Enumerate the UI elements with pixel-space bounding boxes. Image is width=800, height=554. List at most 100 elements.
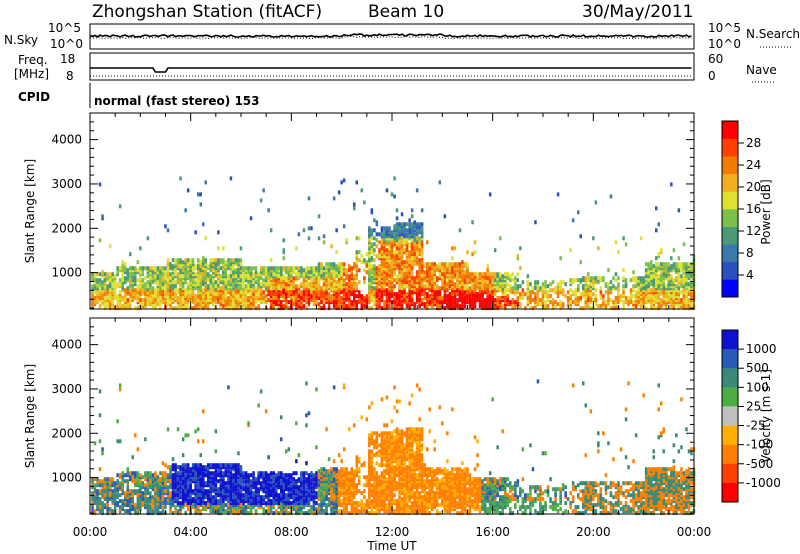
data-cell [622, 306, 625, 311]
data-cell [642, 276, 645, 281]
data-cell [305, 266, 308, 271]
data-cell [682, 274, 686, 279]
data-cell [144, 477, 147, 482]
data-cell [229, 471, 233, 476]
data-cell [342, 262, 346, 267]
data-cell [224, 260, 228, 265]
data-cell [413, 276, 416, 281]
data-cell [458, 268, 462, 273]
data-cell [471, 298, 474, 303]
data-cell [370, 228, 374, 233]
data-cell [499, 236, 502, 241]
data-cell [348, 264, 351, 269]
data-cell [272, 286, 275, 291]
data-cell [342, 278, 346, 283]
data-cell [662, 262, 665, 267]
data-cell [204, 489, 207, 494]
data-cell [519, 292, 522, 297]
data-cell [297, 272, 301, 277]
data-cell [199, 264, 202, 269]
data-cell [302, 228, 306, 233]
data-cell [355, 180, 358, 185]
data-cell [574, 278, 577, 283]
data-cell [415, 260, 419, 265]
data-cell [154, 497, 157, 502]
data-cell [194, 294, 197, 299]
data-cell [202, 222, 205, 227]
data-cell [393, 232, 396, 237]
data-cell [665, 270, 668, 275]
data-cell [98, 278, 102, 283]
data-cell [441, 286, 444, 291]
data-cell [657, 304, 660, 309]
data-cell [199, 272, 202, 277]
data-cell [491, 286, 494, 291]
data-cell [393, 292, 396, 297]
data-cell [267, 298, 270, 303]
data-cell [665, 284, 668, 289]
data-cell [161, 266, 165, 271]
data-cell [332, 290, 336, 295]
data-cell [272, 266, 275, 271]
data-cell [358, 280, 361, 285]
freq-panel: Freq. [MHz] 18 8 60 0 Nave [14, 52, 777, 83]
data-cell [420, 298, 424, 303]
data-cell [204, 180, 207, 185]
data-cell [410, 280, 414, 285]
data-cell [254, 306, 258, 311]
data-cell [383, 262, 386, 267]
freq-label-line2: [MHz] [14, 67, 49, 81]
data-cell [116, 294, 119, 299]
data-cell [129, 292, 132, 297]
data-cell [136, 503, 140, 508]
data-cell [456, 298, 459, 303]
data-cell [551, 298, 555, 303]
data-cell [129, 266, 132, 271]
data-cell [124, 292, 127, 297]
data-cell [101, 286, 104, 291]
data-cell [191, 489, 195, 494]
data-cell [516, 296, 520, 301]
data-cell [617, 292, 620, 297]
data-cell [488, 272, 492, 277]
data-cell [131, 507, 134, 512]
data-cell [159, 485, 162, 490]
data-cell [315, 284, 318, 289]
data-cell [154, 509, 157, 514]
data-cell [655, 206, 658, 211]
data-cell [370, 306, 374, 311]
data-cell [191, 497, 195, 502]
data-cell [184, 304, 187, 309]
data-cell [420, 288, 424, 293]
data-cell [166, 258, 170, 263]
data-cell [340, 296, 343, 301]
data-cell [295, 288, 298, 293]
data-cell [184, 300, 187, 305]
data-cell [677, 278, 681, 283]
data-cell [667, 262, 671, 267]
data-cell [111, 284, 114, 289]
data-cell [166, 272, 170, 277]
data-cell [159, 477, 162, 482]
data-cell [418, 252, 421, 257]
data-cell [677, 306, 681, 311]
data-cell [98, 304, 102, 309]
data-cell [134, 306, 137, 311]
data-cell [607, 302, 610, 307]
data-cell [184, 433, 187, 438]
data-cell [305, 282, 308, 287]
data-cell [627, 302, 630, 307]
data-cell [214, 495, 218, 500]
data-cell [622, 300, 625, 305]
data-cell [516, 284, 520, 289]
data-cell [171, 511, 175, 516]
data-cell [493, 288, 497, 293]
data-cell [186, 276, 190, 281]
data-cell [199, 202, 202, 207]
data-cell [174, 292, 177, 297]
data-cell [93, 300, 97, 305]
data-cell [237, 306, 240, 311]
data-cell [564, 294, 567, 299]
data-cell [179, 471, 182, 476]
data-cell [151, 304, 155, 309]
